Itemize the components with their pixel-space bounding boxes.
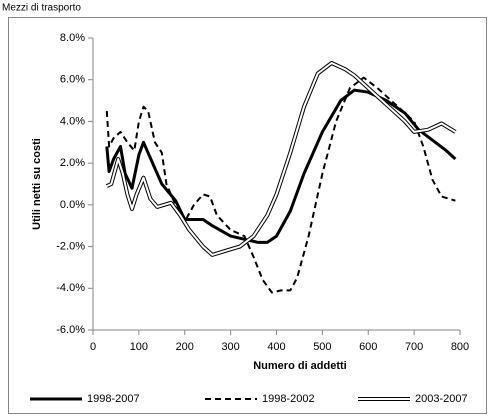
series-line xyxy=(106,62,456,256)
y-tick-label: 0.0% xyxy=(60,199,85,211)
legend-label: 1998-2002 xyxy=(262,393,315,405)
x-tick-label: 600 xyxy=(359,341,377,353)
x-tick-label: 400 xyxy=(267,341,285,353)
x-tick-label: 500 xyxy=(313,341,331,353)
y-axis-label: Utili netti su costi xyxy=(31,138,43,230)
y-tick-label: 6.0% xyxy=(60,74,85,86)
x-tick-label: 700 xyxy=(405,341,423,353)
x-tick-label: 300 xyxy=(221,341,239,353)
x-tick-label: 100 xyxy=(130,341,148,353)
chart-border xyxy=(8,17,487,414)
series-line xyxy=(105,88,457,244)
y-tick-label: -2.0% xyxy=(56,240,85,252)
x-tick-label: 0 xyxy=(90,341,96,353)
y-tick-label: -6.0% xyxy=(56,324,85,336)
legend-label: 1998-2007 xyxy=(87,393,140,405)
x-tick-label: 800 xyxy=(451,341,469,353)
x-axis-label: Numero di addetti xyxy=(253,360,347,372)
series-line xyxy=(105,76,456,294)
y-tick-label: 4.0% xyxy=(60,115,85,127)
x-tick-label: 200 xyxy=(176,341,194,353)
y-tick-label: 8.0% xyxy=(60,32,85,44)
legend-label: 2003-2007 xyxy=(415,393,468,405)
chart-title: Mezzi di trasporto xyxy=(2,3,81,14)
y-tick-label: 2.0% xyxy=(60,157,85,169)
y-tick-label: -4.0% xyxy=(56,282,85,294)
